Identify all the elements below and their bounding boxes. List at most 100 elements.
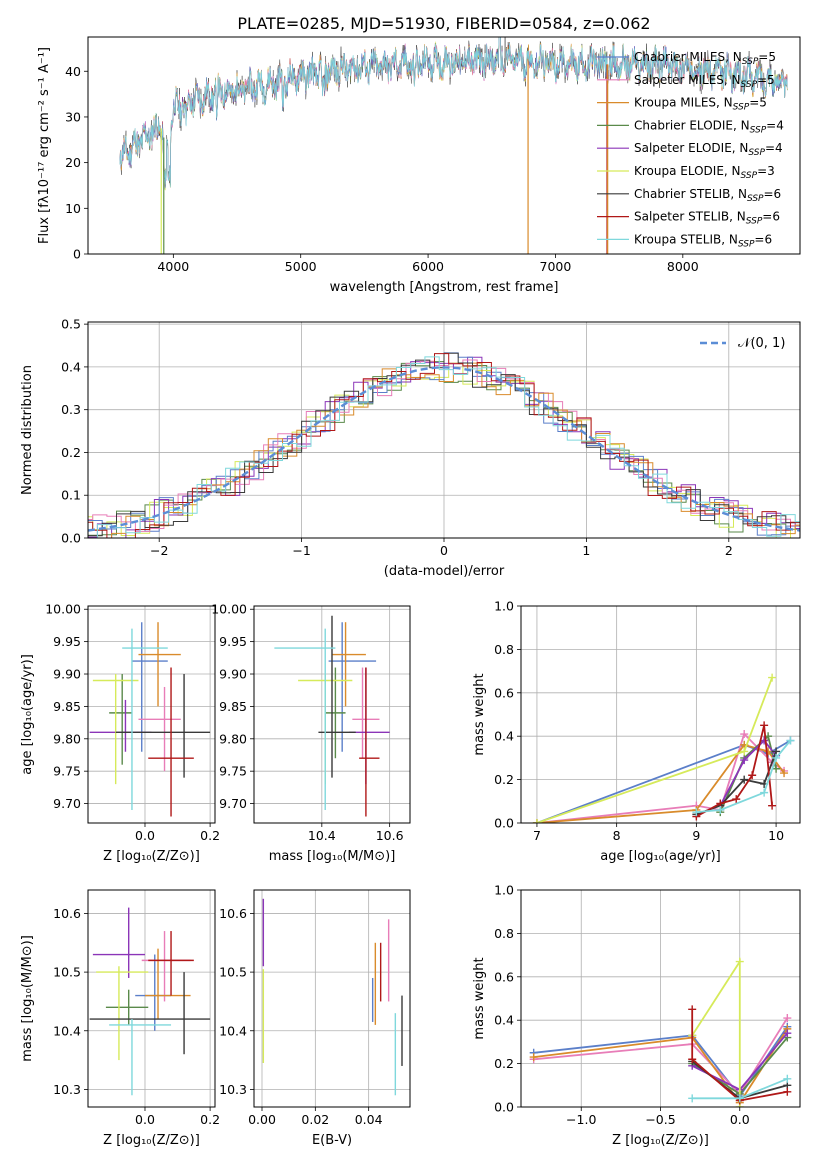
z_mass-plot-area [89,907,211,1096]
mass_age-axes: 10.4 10.6 9.70 9.75 9.80 9.85 9.90 9.95 10.00 mas… [211,602,411,864]
weight-marker [748,771,757,780]
y-tick-label: 9.95 [219,634,247,649]
y-tick-label: 0.5 [61,317,81,332]
weight-marker [783,1029,792,1038]
x-tick-label: 0.04 [355,1112,383,1127]
y-tick-label: 0.4 [61,359,81,374]
weight-line-salpeter-elodie [719,739,777,807]
y-tick-label: 0.4 [494,1013,514,1028]
weight-marker [740,747,749,756]
mass_age-plot-area [274,615,390,817]
y-tick-label: 10.00 [45,602,81,617]
weight-marker [740,730,749,739]
y-tick-label: 10 [65,201,81,216]
y-tick-label: 9.90 [219,667,247,682]
y-tick-label: 9.75 [219,764,247,779]
weight-marker [768,801,777,810]
weight-marker [780,769,789,778]
x-tick-label: 0.00 [248,1112,276,1127]
histogram-salpeter-stelib [88,353,800,538]
legend-label: Kroupa ELODIE, NSSP=3 [634,164,775,181]
weight-line-salpeter-stelib [695,725,773,818]
x-tick-label: 7 [533,828,541,843]
z_age-axes: 0.0 0.2 9.70 9.75 9.80 9.85 9.90 9.95 10.00 Z [lo… [20,602,220,864]
x-tick-label: 6000 [412,259,444,274]
weight-marker [716,805,725,814]
y-tick-label: 9.70 [53,796,81,811]
legend-label: Chabrier MILES, NSSP=5 [634,50,776,67]
gaussian-curve [88,366,800,532]
y-tick-label: 0.2 [494,772,514,787]
legend-label: 𝒩(0, 1) [738,336,785,351]
weight-marker [772,753,781,762]
y-tick-label: 0.4 [494,729,514,744]
z_mass-axes: 0.0 0.2 10.3 10.4 10.5 10.6 Z [log₁₀(Z/Z⊙)] mas… [20,889,220,1148]
point-chabrier-miles [328,622,377,752]
y-tick-label: 9.90 [53,667,81,682]
weight-marker [760,788,769,797]
ebv_mass-plot-area [262,898,403,1096]
y-tick-label: 0.2 [61,445,81,460]
x-axis-label: Z [log₁₀(Z/Z⊙)] [103,1133,200,1148]
y-axis-label: mass [log₁₀(M/M⊙)] [20,935,35,1062]
point-chabrier-stelib [318,615,356,778]
point-salpeter-stelib [359,667,380,817]
x-axis-label: Z [log₁₀(Z/Z⊙)] [612,1133,709,1148]
point-salpeter-elodie [348,667,390,785]
x-tick-label: 10.6 [376,828,404,843]
y-tick-label: 10.00 [211,602,247,617]
residuals-frame: −2 −1 0 1 2 0.0 0.1 0.2 0.3 0.4 0.5 (data-model)/er… [20,317,801,579]
spectrum-legend: Chabrier MILES, NSSP=5 Salpeter MILES, NS… [597,50,784,249]
x-tick-label: 4000 [157,259,189,274]
z_age-plot-area [89,622,211,817]
point-chabrier-miles [131,622,168,752]
y-axis-label: mass weight [472,673,487,755]
axes-frame [253,889,411,1108]
y-axis-label: mass weight [472,957,487,1039]
weight-marker [783,1074,792,1083]
axes-frame [87,889,216,1108]
x-tick-label: 0.02 [301,1112,329,1127]
weight-marker [688,1094,697,1103]
x-tick-label: 9 [692,828,700,843]
age_weight-axes: 7 8 9 10 0.0 0.2 0.4 0.6 0.8 1.0 age [log₁₀(age/yr… [472,599,801,864]
y-tick-label: 9.85 [53,699,81,714]
spectrum-title: PLATE=0285, MJD=51930, FIBERID=0584, z=0… [237,14,650,33]
age_weight-frame: 7 8 9 10 0.0 0.2 0.4 0.6 0.8 1.0 age [log₁₀(age/yr… [472,599,801,864]
y-tick-label: 0.2 [494,1056,514,1071]
weight-marker [764,747,773,756]
y-axis-label: age [log₁₀(age/yr)] [20,654,35,775]
z_weight-axes: −1.0 −0.5 0.0 0.0 0.2 0.4 0.6 0.8 1.0 Z [log₁₀(Z/… [472,883,801,1148]
legend-label: Chabrier ELODIE, NSSP=4 [634,118,784,135]
y-tick-label: 0.6 [494,685,514,700]
residual-legend: 𝒩(0, 1) [700,336,785,351]
x-tick-label: −1 [292,543,310,558]
x-tick-label: 0.0 [135,828,155,843]
weight-marker [688,1005,697,1014]
point-chabrier-stelib [89,972,211,1055]
y-tick-label: 0.0 [494,1100,514,1115]
weight-marker [532,819,541,823]
point-kroupa-miles [138,622,181,707]
x-tick-label: −1.0 [566,1112,596,1127]
age_weight-plot-area [532,673,795,823]
y-tick-label: 0.6 [494,969,514,984]
x-tick-label: 0.2 [200,1112,220,1127]
mass_age-frame: 10.4 10.6 9.70 9.75 9.80 9.85 9.90 9.95 10.00 mas… [211,602,411,864]
y-tick-label: 9.85 [219,699,247,714]
weight-line-salpeter-stelib [691,1009,788,1102]
spectrum-line-kroupa-stelib [119,37,788,188]
z_mass-frame: 0.0 0.2 10.3 10.4 10.5 10.6 Z [log₁₀(Z/Z⊙)] mas… [20,889,220,1148]
x-tick-label: −0.5 [645,1112,675,1127]
x-tick-label: 5000 [285,259,317,274]
weight-marker [529,1053,538,1062]
point-kroupa-stelib [274,628,336,811]
x-tick-label: 0.0 [135,1112,155,1127]
legend-label: Salpeter MILES, NSSP=5 [634,73,775,90]
point-kroupa-stelib [122,628,168,811]
histogram-kroupa-elodie [88,362,800,538]
point-chabrier-elodie [325,667,346,759]
x-tick-label: 10 [768,828,784,843]
y-tick-label: 9.80 [219,731,247,746]
weight-marker [783,1087,792,1096]
